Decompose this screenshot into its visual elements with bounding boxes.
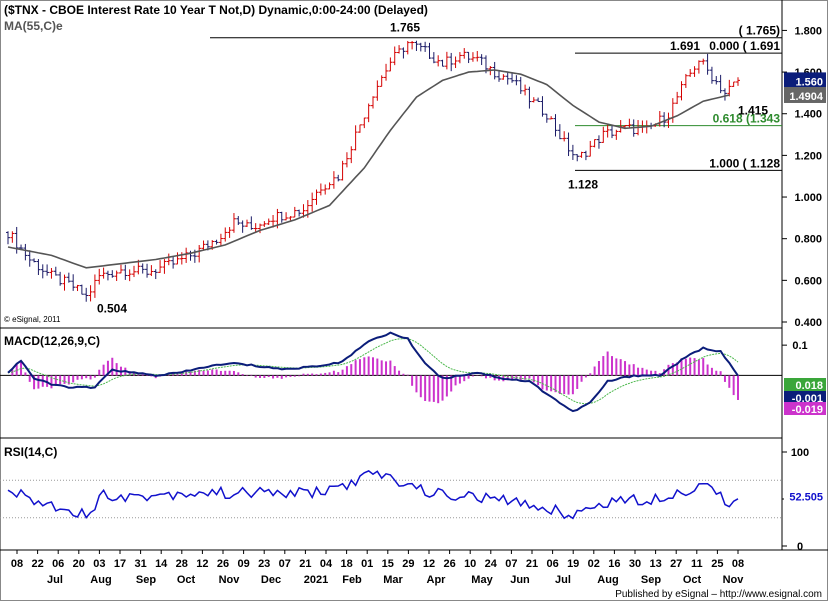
x-month-label: Nov <box>723 574 745 586</box>
macd-hist-value-box <box>784 402 826 415</box>
x-tick-label: 25 <box>711 558 723 570</box>
x-month-label: Aug <box>597 574 618 586</box>
price-ytick-label: 1.200 <box>794 150 822 162</box>
macd-signal-value: 0.018 <box>795 380 823 392</box>
price-ytick-label: 1.400 <box>794 109 822 121</box>
rsi-ytick-label: 0 <box>797 541 803 553</box>
macd-value-box <box>784 391 826 404</box>
rsi-value-box <box>784 489 826 504</box>
macd-label: MACD(12,26,9,C) <box>4 334 100 348</box>
x-tick-label: 02 <box>588 558 600 570</box>
x-tick-label: 13 <box>649 558 661 570</box>
rsi-line <box>7 470 739 520</box>
macd-hist-value: -0.019 <box>792 404 823 416</box>
x-tick-label: 01 <box>361 558 373 570</box>
x-tick-label: 17 <box>114 558 126 570</box>
x-month-label: Jun <box>510 574 530 586</box>
ma-value-label-box <box>784 86 826 103</box>
footer: Published by eSignal – http://www.esigna… <box>615 589 822 600</box>
price-annotation: 1.128 <box>568 177 598 191</box>
price-ytick-label: 1.800 <box>794 25 822 37</box>
x-tick-label: 22 <box>31 558 43 570</box>
x-tick-label: 27 <box>670 558 682 570</box>
x-axis: 08 22 06 20 03 17 31 14 28 12 26 09 23 07 21 04 18 01 15 29… <box>11 550 744 586</box>
x-tick-label: 28 <box>176 558 188 570</box>
ma-line <box>7 69 730 269</box>
x-tick-label: 08 <box>11 558 23 570</box>
rsi-value: 52.505 <box>789 492 823 504</box>
x-tick-label: 16 <box>608 558 620 570</box>
copyright: © eSignal, 2011 <box>4 315 61 324</box>
x-tick-label: 18 <box>340 558 352 570</box>
x-month-label: Jul <box>555 574 571 586</box>
price-ytick-label: 0.600 <box>794 275 822 287</box>
x-tick-label: 10 <box>464 558 476 570</box>
price-ytick-label: 0.800 <box>794 234 822 246</box>
ma-label: MA(55,C)e <box>4 19 63 33</box>
x-month-label: May <box>471 574 493 586</box>
macd-signal-value-box <box>784 378 826 391</box>
x-month-label: Oct <box>177 574 196 586</box>
x-month-label: Dec <box>261 574 281 586</box>
price-annotation: 0.504 <box>97 301 127 315</box>
x-tick-label: 04 <box>320 558 333 570</box>
x-tick-label: 12 <box>423 558 435 570</box>
x-tick-label: 06 <box>52 558 64 570</box>
x-month-label: Oct <box>683 574 702 586</box>
x-tick-label: 12 <box>196 558 208 570</box>
fib-label: ( 1.765) <box>739 24 780 38</box>
x-month-label: 2021 <box>304 574 328 586</box>
x-tick-label: 30 <box>629 558 641 570</box>
x-tick-label: 09 <box>237 558 249 570</box>
x-tick-label: 21 <box>299 558 311 570</box>
x-tick-label: 06 <box>546 558 558 570</box>
last-price-label-box <box>784 72 826 89</box>
macd-panel: MACD(12,26,9,C) 0.10.018-0.001-0.019 <box>0 331 826 416</box>
x-tick-label: 20 <box>73 558 85 570</box>
x-tick-label: 11 <box>691 558 703 570</box>
fib-label: 0.000 ( 1.691 <box>709 39 780 53</box>
price-panel: ($TNX - CBOE Interest Rate 10 Year T Not… <box>4 3 826 329</box>
x-month-label: Nov <box>219 574 241 586</box>
x-month-label: Feb <box>342 574 362 586</box>
price-annotation: 1.415 <box>738 104 768 118</box>
x-tick-label: 26 <box>443 558 455 570</box>
x-month-label: Sep <box>136 574 156 586</box>
ma-value-label: 1.4904 <box>789 91 824 103</box>
x-tick-label: 19 <box>567 558 579 570</box>
x-month-label: Apr <box>427 574 447 586</box>
x-tick-label: 03 <box>93 558 105 570</box>
price-ytick-label: 0.400 <box>794 317 822 329</box>
x-tick-label: 26 <box>217 558 229 570</box>
price-ytick-label: 1.000 <box>794 192 822 204</box>
macd-line <box>7 331 739 413</box>
x-month-label: Aug <box>90 574 111 586</box>
x-month-label: Sep <box>641 574 661 586</box>
x-tick-label: 07 <box>505 558 517 570</box>
x-tick-label: 29 <box>402 558 414 570</box>
x-tick-label: 23 <box>258 558 270 570</box>
price-annotation: 1.765 <box>390 21 420 35</box>
x-tick-label: 15 <box>382 558 394 570</box>
x-tick-label: 24 <box>485 558 498 570</box>
price-annotation: 1.691 <box>670 39 700 53</box>
last-price-label: 1.560 <box>795 76 823 88</box>
macd-ytick-label: 0.1 <box>792 340 807 352</box>
x-tick-label: 14 <box>155 558 168 570</box>
x-tick-label: 08 <box>732 558 744 570</box>
rsi-label: RSI(14,C) <box>4 445 57 459</box>
x-month-label: Jul <box>47 574 63 586</box>
x-tick-label: 31 <box>134 558 146 570</box>
fib-label: 0.618 (1.343 <box>713 112 781 126</box>
chart-title: ($TNX - CBOE Interest Rate 10 Year T Not… <box>4 3 428 17</box>
macd-signal-line <box>7 338 739 405</box>
x-tick-label: 21 <box>526 558 538 570</box>
x-month-label: Mar <box>383 574 403 586</box>
fib-label: 1.000 ( 1.128 <box>709 156 780 170</box>
x-tick-label: 07 <box>279 558 291 570</box>
rsi-panel: RSI(14,C) 10050052.505 <box>0 445 826 553</box>
rsi-ytick-label: 100 <box>791 447 809 459</box>
